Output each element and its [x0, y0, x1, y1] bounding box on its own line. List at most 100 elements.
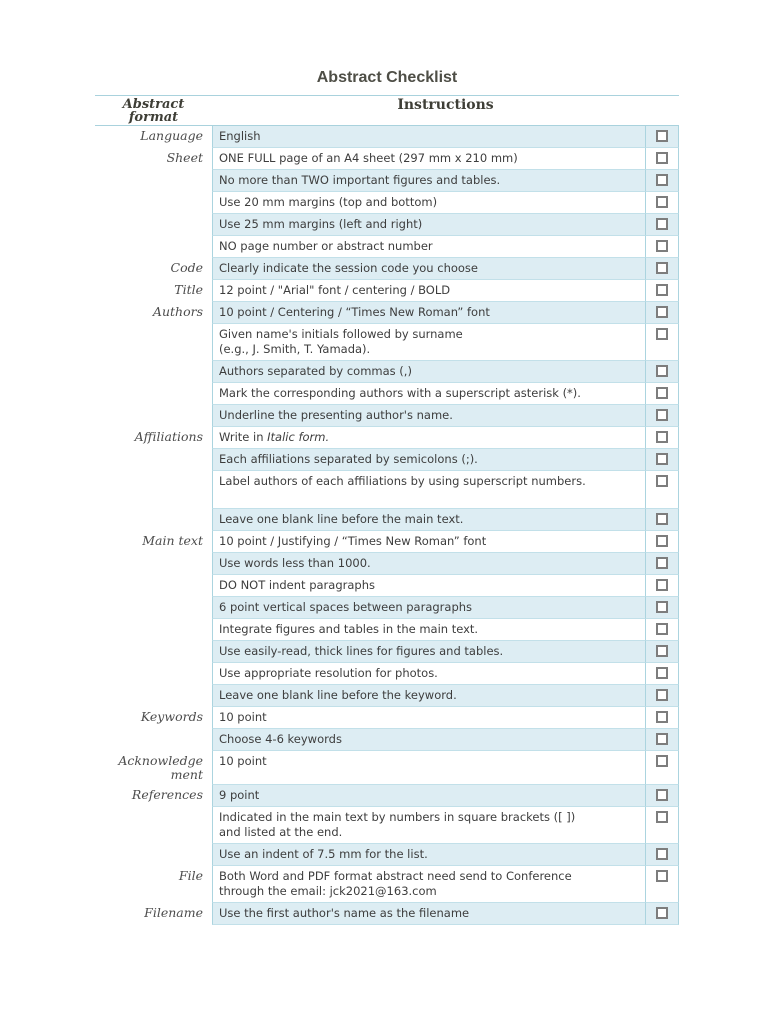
row-checkbox[interactable] [656, 667, 668, 679]
table-row: Authors separated by commas (,) [95, 361, 679, 383]
checkbox-cell [645, 214, 679, 236]
row-checkbox[interactable] [656, 328, 668, 340]
instruction-text: 9 point [212, 785, 645, 807]
instruction-text: DO NOT indent paragraphs [212, 575, 645, 597]
row-checkbox[interactable] [656, 579, 668, 591]
row-checkbox[interactable] [656, 513, 668, 525]
row-checkbox[interactable] [656, 453, 668, 465]
checkbox-cell [645, 751, 679, 785]
column-header-abstract-format: Abstract format [122, 97, 185, 125]
checkbox-cell [645, 324, 679, 361]
table-row: References 9 point [95, 785, 679, 807]
row-checkbox[interactable] [656, 733, 668, 745]
table-row: Leave one blank line before the main tex… [95, 509, 679, 531]
row-checkbox[interactable] [656, 196, 668, 208]
row-checkbox[interactable] [656, 130, 668, 142]
row-checkbox[interactable] [656, 689, 668, 701]
row-checkbox[interactable] [656, 409, 668, 421]
row-checkbox[interactable] [656, 262, 668, 274]
row-checkbox[interactable] [656, 557, 668, 569]
format-label: Title [174, 282, 203, 297]
checkbox-cell [645, 785, 679, 807]
row-checkbox[interactable] [656, 240, 668, 252]
format-label [95, 807, 212, 844]
format-label: Code [170, 260, 204, 275]
table-row: Indicated in the main text by numbers in… [95, 807, 679, 844]
table-row: Choose 4-6 keywords [95, 729, 679, 751]
table-row: Use 25 mm margins (left and right) [95, 214, 679, 236]
checkbox-cell [645, 531, 679, 553]
instruction-text: 10 point / Justifying / “Times New Roman… [212, 531, 645, 553]
instruction-text: 10 point [212, 751, 645, 785]
checkbox-cell [645, 619, 679, 641]
column-header-instructions: Instructions [397, 97, 494, 113]
row-checkbox[interactable] [656, 152, 668, 164]
table-row: Affiliations Write in Italic form. [95, 427, 679, 449]
format-label [95, 192, 212, 214]
row-checkbox[interactable] [656, 601, 668, 613]
format-label [95, 844, 212, 866]
checkbox-cell [645, 427, 679, 449]
row-checkbox[interactable] [656, 284, 668, 296]
table-row: Use an indent of 7.5 mm for the list. [95, 844, 679, 866]
checkbox-cell [645, 509, 679, 531]
row-checkbox[interactable] [656, 174, 668, 186]
instruction-text: Both Word and PDF format abstract need s… [212, 866, 645, 903]
instruction-text: Use appropriate resolution for photos. [212, 663, 645, 685]
format-label [95, 361, 212, 383]
row-checkbox[interactable] [656, 848, 668, 860]
table-header-row: Abstract format Instructions [95, 95, 679, 126]
row-checkbox[interactable] [656, 365, 668, 377]
instruction-text: Mark the corresponding authors with a su… [212, 383, 645, 405]
instruction-text: Write in Italic form. [212, 427, 645, 449]
format-label [95, 729, 212, 751]
row-checkbox[interactable] [656, 870, 668, 882]
format-label [95, 619, 212, 641]
row-checkbox[interactable] [656, 811, 668, 823]
table-row: Use words less than 1000. [95, 553, 679, 575]
row-checkbox[interactable] [656, 623, 668, 635]
row-checkbox[interactable] [656, 387, 668, 399]
format-label [95, 236, 212, 258]
checkbox-cell [645, 236, 679, 258]
table-row: Keywords 10 point [95, 707, 679, 729]
table-row: File Both Word and PDF format abstract n… [95, 866, 679, 903]
table-row: Use 20 mm margins (top and bottom) [95, 192, 679, 214]
row-checkbox[interactable] [656, 535, 668, 547]
instruction-text: Leave one blank line before the keyword. [212, 685, 645, 707]
row-checkbox[interactable] [656, 755, 668, 767]
format-label [95, 214, 212, 236]
table-row: Main text 10 point / Justifying / “Times… [95, 531, 679, 553]
instruction-italic-text: Italic form. [267, 430, 330, 444]
row-checkbox[interactable] [656, 218, 668, 230]
table-row: No more than TWO important figures and t… [95, 170, 679, 192]
instruction-text: Integrate figures and tables in the main… [212, 619, 645, 641]
format-label [95, 471, 212, 509]
checkbox-cell [645, 170, 679, 192]
row-checkbox[interactable] [656, 907, 668, 919]
row-checkbox[interactable] [656, 431, 668, 443]
checkbox-cell [645, 641, 679, 663]
instruction-text: Choose 4-6 keywords [212, 729, 645, 751]
row-checkbox[interactable] [656, 306, 668, 318]
table-row: Sheet ONE FULL page of an A4 sheet (297 … [95, 148, 679, 170]
checkbox-cell [645, 844, 679, 866]
instruction-text: Indicated in the main text by numbers in… [212, 807, 645, 844]
row-checkbox[interactable] [656, 789, 668, 801]
checkbox-cell [645, 383, 679, 405]
instruction-text: Underline the presenting author's name. [212, 405, 645, 427]
format-label [95, 553, 212, 575]
format-label [95, 449, 212, 471]
instruction-text: English [212, 126, 645, 148]
format-label: Sheet [166, 150, 203, 165]
checkbox-cell [645, 192, 679, 214]
row-checkbox[interactable] [656, 711, 668, 723]
instruction-text: No more than TWO important figures and t… [212, 170, 645, 192]
instruction-text: Use 25 mm margins (left and right) [212, 214, 645, 236]
checkbox-cell [645, 807, 679, 844]
table-row: Language English [95, 126, 679, 148]
instruction-text: Authors separated by commas (,) [212, 361, 645, 383]
row-checkbox[interactable] [656, 645, 668, 657]
checklist-body: Language English Sheet ONE FULL page of … [95, 126, 679, 925]
row-checkbox[interactable] [656, 475, 668, 487]
